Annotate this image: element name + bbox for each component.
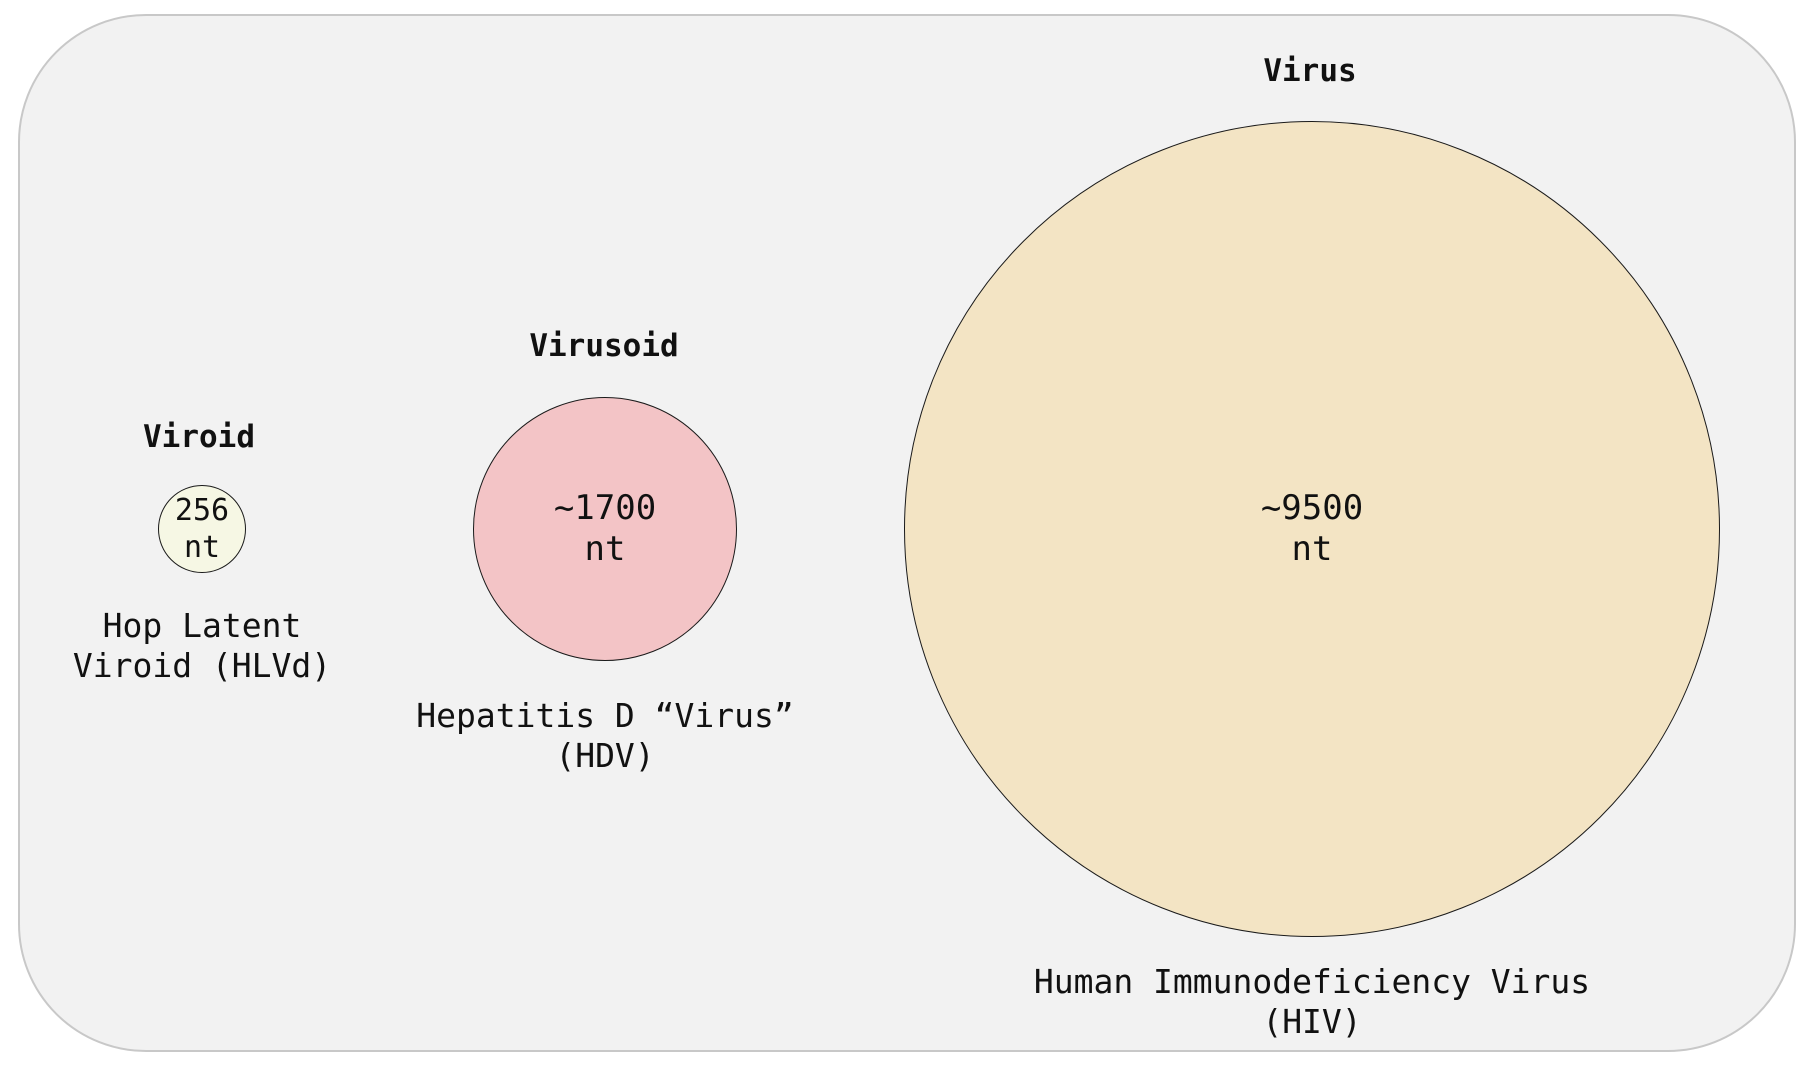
virus-heading: Virus xyxy=(1263,53,1357,89)
virusoid-circle: ~1700 nt xyxy=(473,397,737,661)
virus-name: Human Immunodeficiency Virus (HIV) xyxy=(1034,962,1590,1042)
virus-size-value: ~9500 xyxy=(1260,488,1364,528)
virusoid-size-unit: nt xyxy=(584,529,626,569)
virusoid-name-line1: Hepatitis D “Virus” xyxy=(416,696,794,735)
viroid-size-unit: nt xyxy=(183,530,221,565)
viroid-name: Hop Latent Viroid (HLVd) xyxy=(73,606,331,686)
viroid-size-value: 256 xyxy=(174,493,230,528)
virus-name-line2: (HIV) xyxy=(1262,1002,1362,1041)
virusoid-name-line2: (HDV) xyxy=(555,736,655,775)
viroid-name-line2: Viroid (HLVd) xyxy=(72,646,332,685)
virusoid-heading: Virusoid xyxy=(529,328,679,364)
virus-name-line1: Human Immunodeficiency Virus xyxy=(1033,962,1591,1001)
virusoid-name: Hepatitis D “Virus” (HDV) xyxy=(416,696,794,776)
viroid-name-line1: Hop Latent xyxy=(102,606,302,645)
viroid-heading: Viroid xyxy=(143,419,255,455)
virus-circle: ~9500 nt xyxy=(904,121,1720,937)
virusoid-size-value: ~1700 xyxy=(553,488,657,528)
viroid-circle: 256 nt xyxy=(158,485,246,573)
virus-size-unit: nt xyxy=(1291,529,1333,569)
